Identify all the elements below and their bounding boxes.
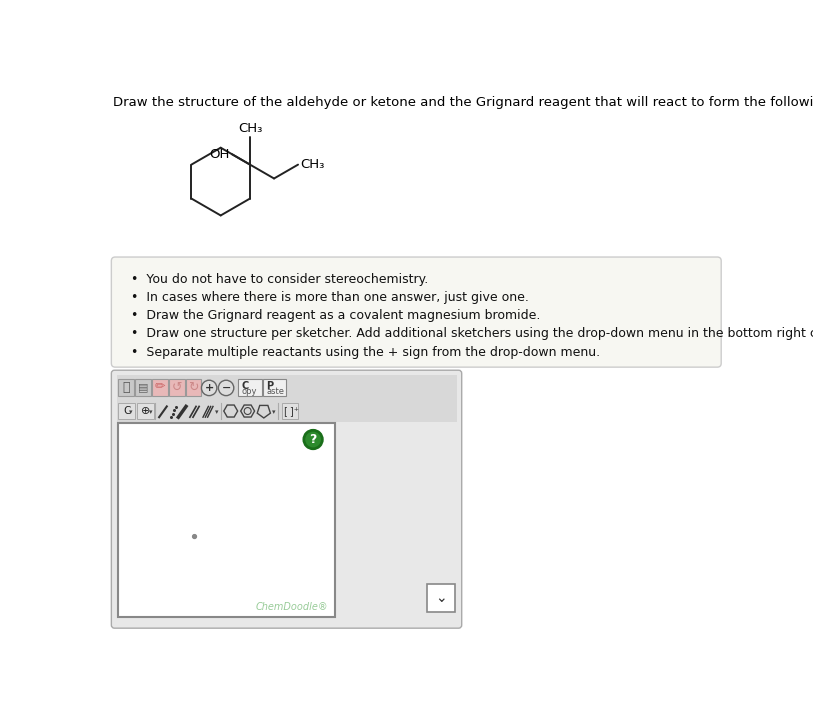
Circle shape — [219, 380, 234, 395]
Circle shape — [193, 535, 197, 538]
Text: ✏: ✏ — [154, 380, 165, 394]
Bar — [118, 403, 135, 419]
Text: aste: aste — [266, 387, 284, 396]
Bar — [263, 379, 286, 395]
Bar — [152, 379, 167, 395]
FancyBboxPatch shape — [111, 370, 462, 629]
Circle shape — [202, 380, 217, 395]
Text: ▾: ▾ — [129, 409, 133, 415]
Text: ✋: ✋ — [122, 380, 130, 394]
Bar — [186, 379, 202, 395]
Bar — [169, 379, 185, 395]
FancyBboxPatch shape — [111, 257, 721, 367]
Text: ChemDoodle®: ChemDoodle® — [256, 602, 328, 612]
Text: ↺: ↺ — [172, 380, 182, 394]
Text: ⌄: ⌄ — [435, 591, 446, 605]
Bar — [117, 400, 457, 422]
Text: CH₃: CH₃ — [300, 158, 324, 171]
Circle shape — [304, 430, 322, 449]
Text: [ ]⁺: [ ]⁺ — [284, 406, 299, 416]
Bar — [427, 584, 454, 612]
Bar — [135, 379, 150, 395]
Text: •  In cases where there is more than one answer, just give one.: • In cases where there is more than one … — [131, 292, 528, 304]
Text: C: C — [241, 381, 249, 391]
Text: +: + — [205, 383, 214, 393]
Bar — [118, 422, 335, 616]
Text: •  Draw the Grignard reagent as a covalent magnesium bromide.: • Draw the Grignard reagent as a covalen… — [131, 309, 540, 322]
Text: ?: ? — [310, 433, 317, 446]
Text: OH: OH — [210, 148, 230, 161]
Bar — [118, 379, 133, 395]
Text: ▾: ▾ — [215, 409, 218, 415]
Text: ▾: ▾ — [149, 409, 153, 415]
Bar — [238, 379, 262, 395]
Bar — [117, 375, 457, 400]
Text: P: P — [266, 381, 273, 391]
Text: Draw the structure of the aldehyde or ketone and the Grignard reagent that will : Draw the structure of the aldehyde or ke… — [113, 96, 813, 109]
Text: ⊕: ⊕ — [141, 406, 150, 416]
Text: C: C — [123, 406, 130, 416]
Text: •  Draw one structure per sketcher. Add additional sketchers using the drop-down: • Draw one structure per sketcher. Add a… — [131, 328, 813, 341]
Text: CH₃: CH₃ — [238, 122, 263, 135]
Text: ▤: ▤ — [137, 382, 148, 392]
Text: ▾: ▾ — [272, 409, 276, 415]
Text: •  You do not have to consider stereochemistry.: • You do not have to consider stereochem… — [131, 273, 428, 287]
Bar — [137, 403, 154, 419]
Bar — [281, 403, 298, 419]
Text: opy: opy — [241, 387, 257, 396]
Text: −: − — [221, 383, 231, 393]
Text: •  Separate multiple reactants using the + sign from the drop-down menu.: • Separate multiple reactants using the … — [131, 346, 600, 358]
Text: ↻: ↻ — [189, 380, 199, 394]
